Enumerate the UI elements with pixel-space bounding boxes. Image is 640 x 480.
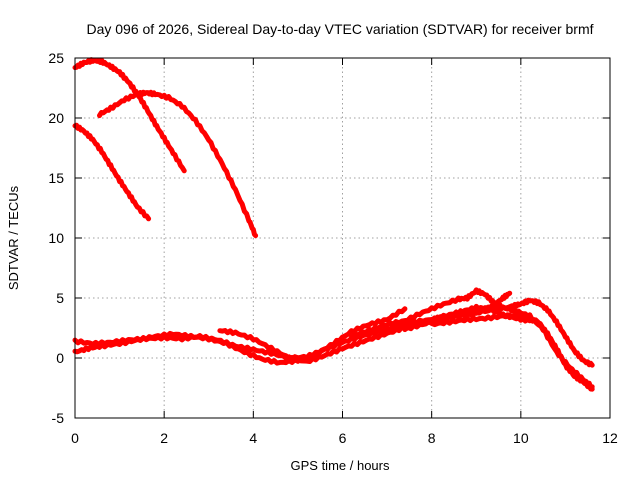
grid [75, 58, 610, 418]
x-tick-label: 8 [428, 430, 436, 446]
series-line-track-2-core [98, 90, 258, 238]
x-tick-label: 2 [160, 430, 168, 446]
x-axis-label: GPS time / hours [291, 458, 390, 473]
series-line-track-3 [72, 122, 152, 222]
y-tick-label: 15 [48, 170, 64, 186]
chart-title: Day 096 of 2026, Sidereal Day-to-day VTE… [86, 21, 593, 37]
series-line-track-3-core [73, 123, 151, 221]
x-tick-label: 6 [339, 430, 347, 446]
series-line-track-8-core [403, 298, 594, 367]
y-tick-label: 0 [56, 350, 64, 366]
series-line-track-7-core [349, 288, 594, 389]
y-tick-label: 10 [48, 230, 64, 246]
series-line-track-6-core [218, 304, 532, 363]
x-tick-label: 10 [513, 430, 529, 446]
x-tick-label: 4 [249, 430, 257, 446]
y-tick-label: 5 [56, 290, 64, 306]
y-tick-label: -5 [52, 410, 65, 426]
y-tick-label: 20 [48, 110, 64, 126]
y-axis-label: SDTVAR / TECUs [6, 185, 21, 290]
axis-ticks: 0 2 4 6 8 10 12 -5 0 5 10 15 20 25 [48, 50, 618, 446]
series-line-track-9 [429, 312, 595, 392]
series-line-track-7 [348, 287, 595, 390]
y-tick-label: 25 [48, 50, 64, 66]
series-line-track-1 [72, 57, 187, 174]
series-line-track-1-core [73, 58, 186, 173]
x-tick-label: 12 [602, 430, 618, 446]
series-line-track-9-core [430, 313, 594, 391]
series-group [72, 57, 595, 392]
x-tick-label: 0 [71, 430, 79, 446]
